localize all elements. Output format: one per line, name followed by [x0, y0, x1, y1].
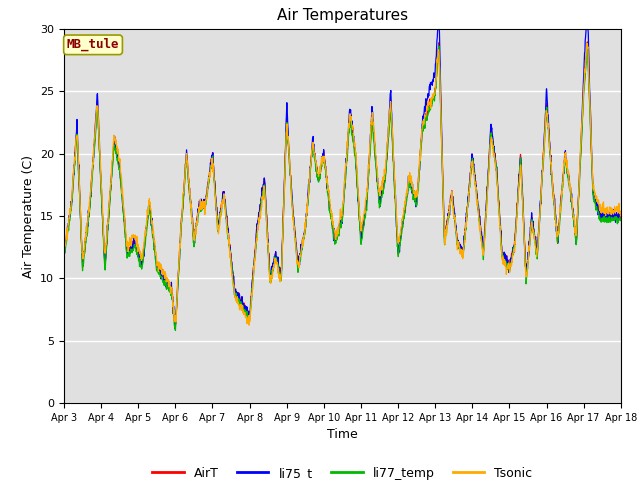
- AirT: [172, 324, 179, 330]
- Y-axis label: Air Temperature (C): Air Temperature (C): [22, 155, 35, 277]
- li77_temp: [92, 127, 100, 132]
- Tsonic: [291, 224, 298, 229]
- li75_t: [441, 240, 449, 245]
- li75_t: [179, 194, 187, 200]
- Tsonic: [617, 213, 625, 219]
- li75_t: [92, 111, 100, 117]
- li77_temp: [179, 200, 187, 205]
- li75_t: [269, 265, 276, 271]
- Line: li77_temp: li77_temp: [64, 46, 621, 331]
- Tsonic: [269, 272, 276, 278]
- AirT: [92, 124, 100, 130]
- Tsonic: [179, 190, 187, 196]
- li77_temp: [291, 226, 298, 231]
- Legend: AirT, li75_t, li77_temp, Tsonic: AirT, li75_t, li77_temp, Tsonic: [147, 462, 538, 480]
- li75_t: [60, 248, 68, 254]
- li77_temp: [440, 240, 448, 245]
- li75_t: [291, 222, 298, 228]
- Tsonic: [60, 251, 68, 256]
- Text: MB_tule: MB_tule: [67, 38, 119, 51]
- Tsonic: [245, 322, 253, 328]
- AirT: [291, 227, 298, 233]
- AirT: [179, 198, 187, 204]
- AirT: [617, 213, 625, 218]
- li77_temp: [60, 253, 68, 259]
- li75_t: [434, 26, 442, 32]
- AirT: [60, 247, 68, 253]
- li77_temp: [617, 216, 625, 222]
- Line: li75_t: li75_t: [64, 29, 621, 329]
- li75_t: [617, 210, 625, 216]
- li77_temp: [269, 269, 276, 275]
- AirT: [287, 186, 295, 192]
- li75_t: [287, 185, 295, 191]
- li77_temp: [584, 43, 591, 49]
- Tsonic: [92, 119, 100, 124]
- Title: Air Temperatures: Air Temperatures: [277, 9, 408, 24]
- Line: AirT: AirT: [64, 42, 621, 327]
- AirT: [440, 233, 448, 239]
- AirT: [269, 264, 276, 270]
- Tsonic: [440, 231, 448, 237]
- X-axis label: Time: Time: [327, 429, 358, 442]
- li77_temp: [287, 191, 295, 196]
- Tsonic: [583, 40, 591, 46]
- AirT: [584, 39, 591, 45]
- Tsonic: [287, 195, 295, 201]
- li75_t: [172, 326, 179, 332]
- Line: Tsonic: Tsonic: [64, 43, 621, 325]
- li77_temp: [172, 328, 179, 334]
